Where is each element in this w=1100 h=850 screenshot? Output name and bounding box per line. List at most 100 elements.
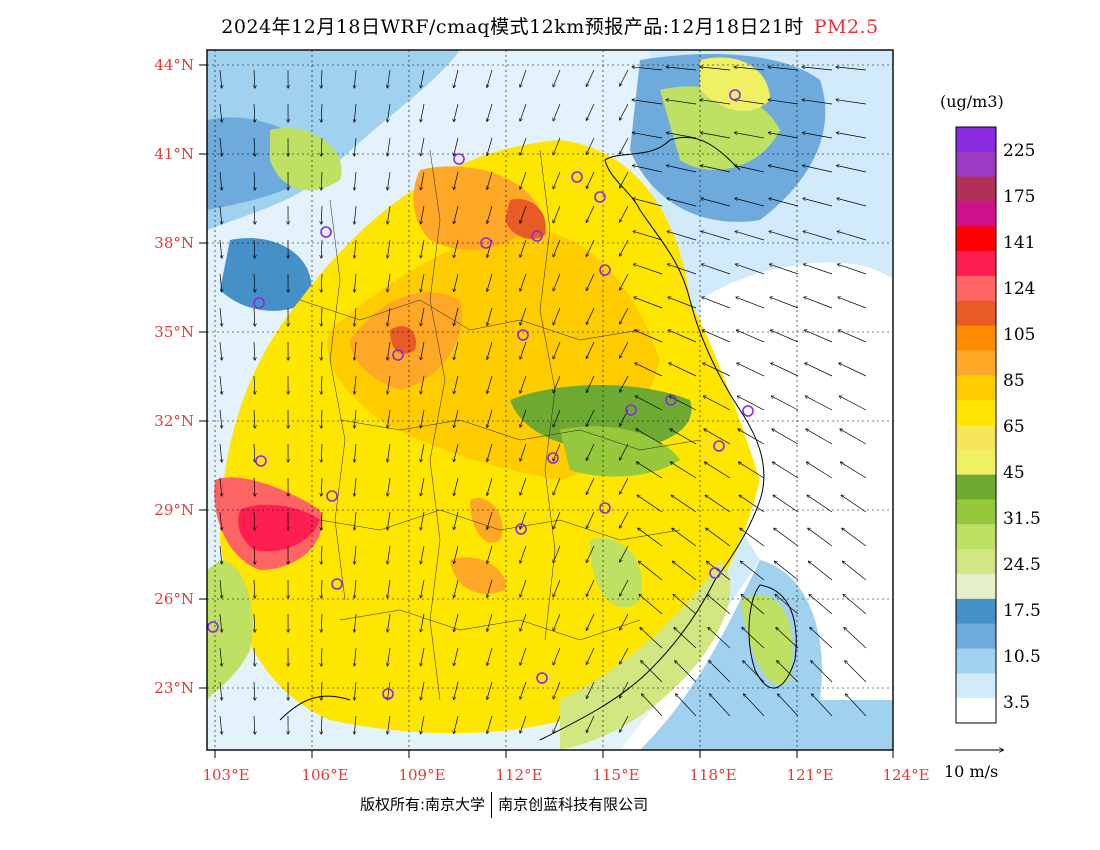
wind-arrow xyxy=(667,133,697,139)
wind-arrow xyxy=(553,409,561,427)
wind-arrow xyxy=(219,443,222,462)
title-pollutant: PM2.5 xyxy=(813,16,879,38)
wind-arrow xyxy=(553,239,561,257)
wind-arrow xyxy=(620,375,629,392)
city-marker xyxy=(625,404,637,416)
colorbar-swatch xyxy=(956,251,996,277)
wind-arrow xyxy=(254,613,255,632)
wind-arrow xyxy=(387,681,391,700)
wind-arrow xyxy=(586,171,595,188)
wind-arrow xyxy=(666,100,697,105)
wind-arrow xyxy=(354,545,357,564)
wind-arrow xyxy=(586,69,595,86)
wind-arrow xyxy=(641,661,663,683)
wind-arrow xyxy=(553,171,561,189)
wind-arrow xyxy=(668,330,697,343)
wind-arrow xyxy=(387,579,391,598)
wind-arrow xyxy=(639,561,663,581)
wind-arrow xyxy=(586,273,595,290)
wind-arrow xyxy=(219,171,222,190)
wind-arrow xyxy=(620,715,629,732)
wind-arrow xyxy=(768,100,799,105)
wind-arrow xyxy=(707,561,731,581)
city-marker xyxy=(392,349,404,361)
wind-arrow xyxy=(768,67,799,71)
wind-arrow xyxy=(635,363,663,377)
wind-arrow xyxy=(321,205,322,224)
wind-arrow xyxy=(219,579,222,598)
wind-arrow xyxy=(671,495,697,513)
wind-arrow xyxy=(454,647,459,666)
wind-arrow xyxy=(620,273,629,290)
wind-arrow xyxy=(620,613,629,630)
wind-arrow xyxy=(421,307,425,326)
city-marker xyxy=(571,171,583,183)
wind-arrow xyxy=(487,613,493,631)
wind-arrow xyxy=(219,69,222,88)
wind-arrow xyxy=(421,409,425,428)
wind-arrow xyxy=(487,341,493,359)
wind-arrow xyxy=(487,579,493,597)
wind-arrow xyxy=(632,100,663,105)
wind-arrow xyxy=(708,628,731,649)
wind-arrow xyxy=(254,103,255,122)
wind-arrow xyxy=(735,198,765,207)
wind-arrow xyxy=(421,375,425,394)
wind-arrow xyxy=(620,307,629,324)
wind-arrow xyxy=(553,613,561,631)
credits-owner: 版权所有:南京大学 xyxy=(360,795,486,814)
wind-arrow xyxy=(740,528,765,547)
wind-arrow xyxy=(520,443,527,461)
wind-arrow xyxy=(219,477,222,496)
wind-arrow xyxy=(620,239,629,256)
wind-arrow xyxy=(770,297,799,309)
wind-arrow xyxy=(586,613,595,630)
chart-title: 2024年12月18日WRF/cmaq模式12km预报产品:12月18日21时 P… xyxy=(0,12,1100,39)
wind-arrow xyxy=(321,137,322,156)
wind-arrow xyxy=(586,715,595,732)
wind-arrow xyxy=(701,231,731,241)
wind-arrow xyxy=(839,396,867,411)
wind-arrow xyxy=(667,198,697,207)
wind-arrow xyxy=(704,429,731,445)
wind-arrow xyxy=(321,409,322,428)
wind-arrow xyxy=(254,341,255,360)
wind-arrow xyxy=(620,69,629,86)
wind-arrow xyxy=(254,307,255,326)
wind-arrow xyxy=(841,495,867,513)
wind-arrow xyxy=(703,363,731,377)
wind-arrow xyxy=(735,231,765,241)
wind-arrow xyxy=(586,103,595,120)
wind-arrow xyxy=(844,628,867,649)
wind-arrow xyxy=(254,715,255,734)
wind-arrow xyxy=(771,396,799,411)
wind-arrow xyxy=(421,545,425,564)
wind-arrow xyxy=(321,69,322,88)
wind-arrow xyxy=(836,100,867,105)
wind-arrow xyxy=(219,341,222,360)
wind-arrow xyxy=(701,166,731,173)
city-marker xyxy=(599,264,611,276)
wind-arrow xyxy=(387,443,391,462)
wind-arrow xyxy=(620,341,629,358)
wind-arrow xyxy=(803,166,833,173)
wind-arrow xyxy=(553,715,561,733)
wind-arrow xyxy=(219,613,222,632)
wind-arrow xyxy=(454,715,459,734)
wind-arrow xyxy=(736,264,765,275)
colorbar-swatch xyxy=(956,201,996,227)
wind-arrow xyxy=(520,205,527,223)
wind-arrow xyxy=(642,694,663,717)
wind-arrow xyxy=(487,647,493,665)
wind-arrow xyxy=(321,715,322,734)
wind-arrow xyxy=(354,341,357,360)
wind-arrow xyxy=(321,681,322,700)
wind-arrow xyxy=(421,681,425,700)
wind-arrow xyxy=(803,231,833,241)
wind-arrow xyxy=(620,443,629,460)
wind-arrow xyxy=(520,103,527,121)
wind-arrow xyxy=(802,67,833,71)
wind-arrow xyxy=(520,69,527,87)
wind-arrow xyxy=(421,69,425,88)
